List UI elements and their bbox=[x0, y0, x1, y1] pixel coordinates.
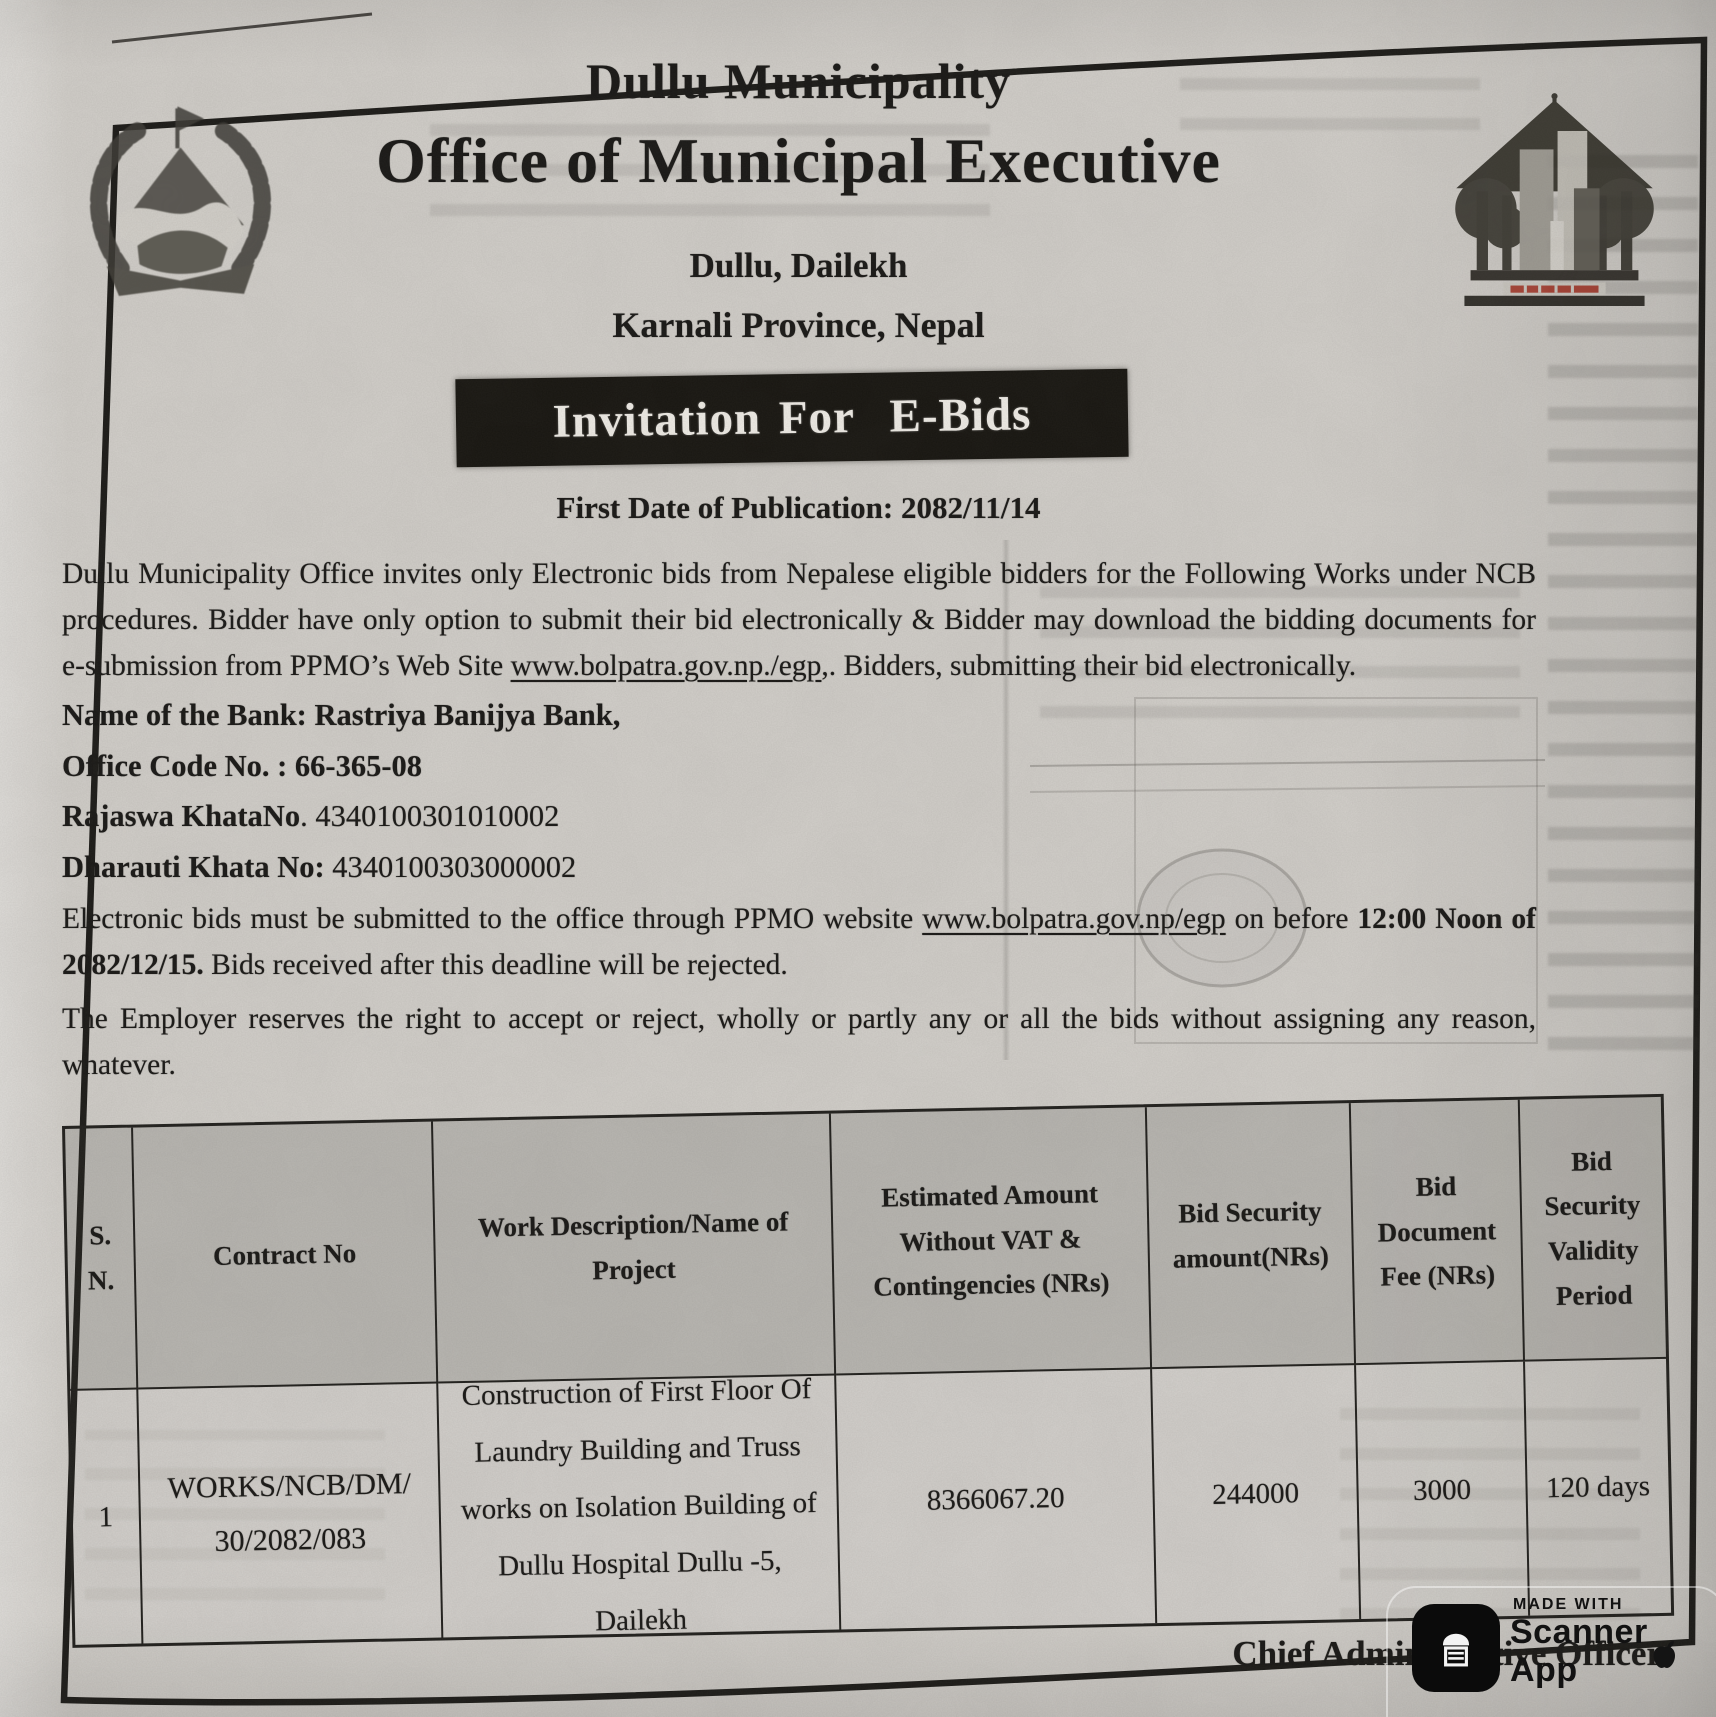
col-header-work-description: Work Description/Name of Project bbox=[432, 1113, 837, 1384]
row-work-description: Construction of First Floor Of Laundry B… bbox=[438, 1373, 842, 1638]
apple-logo-icon bbox=[1653, 1641, 1676, 1668]
intro-line-3-suffix: ,. Bidders, submitting their bid electro… bbox=[821, 650, 1357, 682]
row-estimated-amount: 8366067.20 bbox=[836, 1369, 1158, 1630]
publication-date-line: First Date of Publication: 2082/11/14 bbox=[556, 490, 1041, 525]
rajaswa-khata-label: Rajaswa KhataNo bbox=[62, 799, 301, 833]
scanner-app-name-line1: Scanner bbox=[1510, 1613, 1648, 1651]
rajaswa-khata-number: . 4340100301010002 bbox=[300, 799, 560, 833]
submission-line-1: Electronic bids must be submitted to the… bbox=[62, 896, 1536, 942]
bank-name-line: Name of the Bank: Rastriya Banijya Bank, bbox=[62, 698, 621, 732]
deadline-date: 2082/12/15. bbox=[62, 949, 204, 981]
scanner-app-icon bbox=[1412, 1604, 1500, 1692]
ppmo-website-link: www.bolpatra.gov.np./egp bbox=[510, 650, 822, 682]
row-bid-security: 244000 bbox=[1152, 1365, 1362, 1624]
intro-paragraph: Dullu Municipality Office invites only E… bbox=[62, 551, 1536, 689]
submission-paragraph: Electronic bids must be submitted to the… bbox=[62, 896, 1536, 988]
address-line-2: Karnali Province, Nepal bbox=[612, 305, 985, 345]
col-header-validity-period: Bid Security Validity Period bbox=[1519, 1096, 1666, 1362]
submission-mid: on before bbox=[1225, 903, 1358, 935]
made-with-label: MADE WITH bbox=[1513, 1596, 1624, 1613]
scanner-app-name-line2: App bbox=[1510, 1651, 1578, 1689]
rajaswa-khata-line: Rajaswa KhataNo. 4340100301010002 bbox=[62, 799, 620, 850]
bank-details: Name of the Bank: Rastriya Banijya Bank,… bbox=[62, 698, 620, 900]
submission-prefix: Electronic bids must be submitted to the… bbox=[62, 903, 923, 935]
office-title: Office of Municipal Executive bbox=[376, 125, 1221, 196]
banner-title: Invitation For E-Bids bbox=[552, 388, 1032, 448]
col-header-estimated-amount: Estimated Amount Without VAT & Contingen… bbox=[830, 1107, 1153, 1376]
row-validity-period: 120 days bbox=[1545, 1469, 1651, 1504]
col-header-document-fee: Bid Document Fee (NRs) bbox=[1350, 1099, 1526, 1366]
submission-rest: Bids received after this deadline will b… bbox=[203, 949, 788, 981]
intro-line-3-prefix: e-submission from PPMO’s Web Site bbox=[62, 650, 511, 682]
invitation-banner: Invitation For E-Bids bbox=[455, 368, 1129, 468]
office-code-line: Office Code No. : 66-365-08 bbox=[62, 748, 422, 783]
dharauti-khata-number: 4340100303000002 bbox=[324, 849, 577, 884]
municipality-title: Dullu Municipality bbox=[585, 53, 1012, 109]
dharauti-khata-label: Dharauti Khata No: bbox=[62, 849, 325, 884]
scanner-glyph-icon bbox=[1443, 1633, 1469, 1667]
row-sn: 1 bbox=[70, 1389, 144, 1645]
deadline-time: 12:00 Noon of bbox=[1357, 903, 1536, 935]
dharauti-khata-line: Dharauti Khata No: 4340100303000002 bbox=[62, 850, 620, 901]
intro-line-1: Dullu Municipality Office invites only E… bbox=[62, 558, 1536, 590]
col-header-contract-no: Contract No bbox=[133, 1121, 439, 1390]
intro-line-3: e-submission from PPMO’s Web Site www.bo… bbox=[62, 643, 1536, 689]
intro-line-2: procedures. Bidder have only option to s… bbox=[62, 604, 1536, 636]
bid-table: S. N. Contract No Work Description/Name … bbox=[62, 1093, 1675, 1648]
row-document-fee: 3000 bbox=[1356, 1361, 1531, 1620]
bolpatra-link: www.bolpatra.gov.np/egp bbox=[922, 903, 1226, 935]
row-contract-no: WORKS/NCB/DM/ 30/2082/083 bbox=[138, 1383, 444, 1644]
address-line-1: Dullu, Dailekh bbox=[689, 246, 908, 285]
employer-rights-note: The Employer reserves the right to accep… bbox=[62, 1003, 1536, 1081]
submission-line-2: 2082/12/15. Bids received after this dea… bbox=[62, 942, 1536, 988]
col-header-sn: S. N. bbox=[65, 1127, 139, 1391]
col-header-bid-security: Bid Security amount(NRs) bbox=[1146, 1103, 1357, 1370]
